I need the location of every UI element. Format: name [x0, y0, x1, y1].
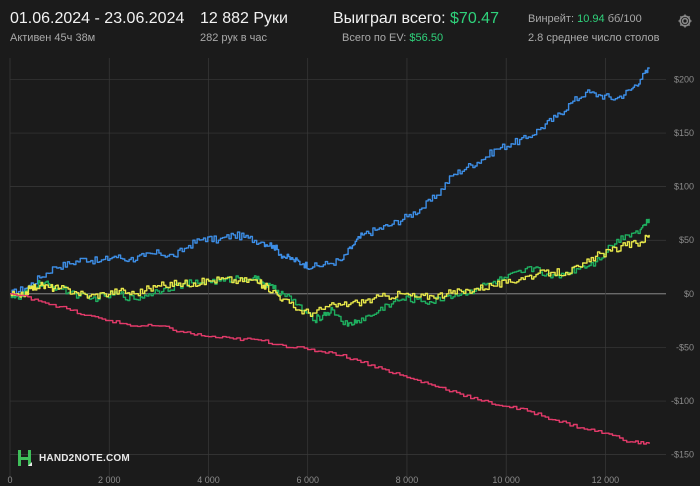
ev-value: $56.50: [409, 32, 444, 44]
y-tick-label: -$50: [676, 342, 694, 352]
hand2note-logo-icon: [18, 450, 32, 466]
logo-text: HAND2NOTE.COM: [39, 452, 130, 464]
x-tick-label: 6 000: [296, 475, 319, 485]
x-tick-label: 8 000: [396, 475, 419, 485]
chart-grid: [9, 58, 666, 478]
x-tick-label: 10 000: [492, 475, 520, 485]
x-tick-label: 0: [7, 475, 12, 485]
profit-chart: -$150 -$100 -$50 $0 $50 $100 $150 $200 0 2 000 4 0…: [7, 58, 694, 485]
y-tick-label: $200: [674, 74, 694, 84]
series-line-3: [10, 234, 650, 317]
series-line-4: [10, 293, 650, 445]
y-tick-label: -$100: [671, 396, 694, 406]
y-tick-label: -$150: [671, 450, 694, 460]
hand2note-logo: HAND2NOTE.COM: [16, 448, 130, 468]
x-tick-label: 2 000: [98, 475, 121, 485]
ev-label: Всего по EV:: [342, 32, 407, 44]
won-total: Выиграл всего: $70.47: [333, 10, 499, 28]
y-tick-label: $150: [674, 128, 694, 138]
stats-header: 01.06.2024 - 23.06.2024 Активен 45ч 38м …: [0, 0, 700, 52]
hands-count: 12 882 Руки: [200, 10, 288, 27]
x-tick-label: 12 000: [592, 475, 620, 485]
won-label: Выиграл всего:: [333, 10, 446, 27]
y-tick-label: $50: [679, 235, 694, 245]
hands-per-hour: 282 рук в час: [200, 32, 268, 44]
chart-series: [10, 67, 650, 445]
x-tick-label: 4 000: [197, 475, 220, 485]
ev-total: Всего по EV: $56.50: [342, 32, 443, 44]
won-value: $70.47: [450, 10, 499, 27]
chart-axes: -$150 -$100 -$50 $0 $50 $100 $150 $200 0 2 000 4 0…: [7, 74, 694, 485]
y-tick-label: $100: [674, 182, 694, 192]
active-time: Активен 45ч 38м: [10, 32, 96, 44]
date-range: 01.06.2024 - 23.06.2024: [10, 10, 185, 27]
series-line-1: [10, 67, 650, 296]
avg-tables: 2.8 среднее число столов: [528, 32, 660, 44]
gear-icon[interactable]: [677, 13, 693, 29]
winrate-label: Винрейт:: [528, 13, 575, 25]
winrate: Винрейт: 10.94 бб/100: [528, 13, 642, 25]
y-tick-label: $0: [684, 289, 694, 299]
winrate-value: 10.94: [577, 13, 605, 25]
winrate-unit: бб/100: [607, 13, 642, 25]
